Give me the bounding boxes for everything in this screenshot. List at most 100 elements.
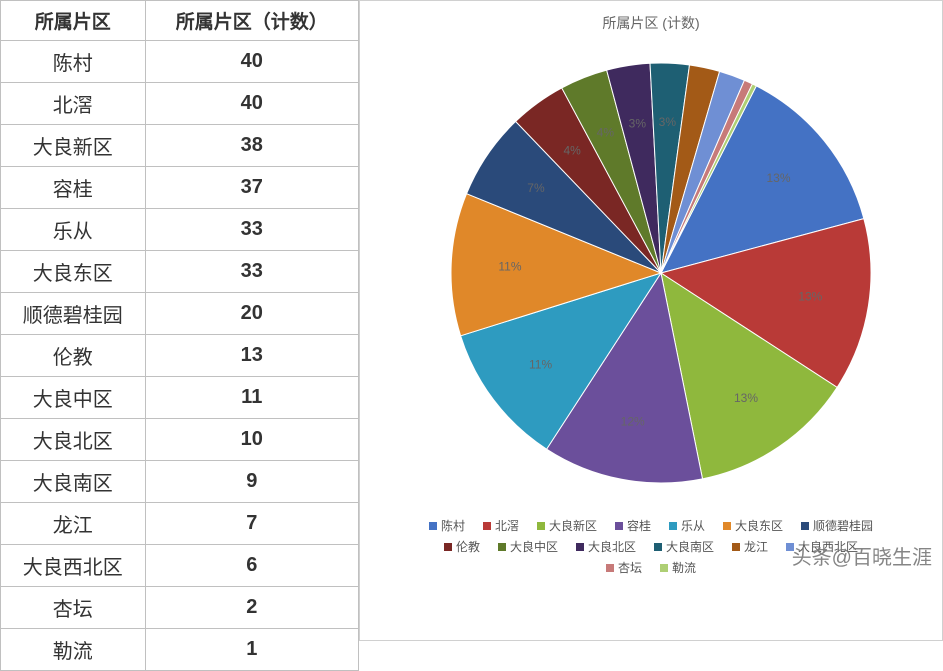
table-row: 陈村40: [1, 41, 359, 83]
table-cell-value: 37: [145, 167, 358, 209]
table-cell-label: 大良东区: [1, 251, 146, 293]
table-cell-label: 顺德碧桂园: [1, 293, 146, 335]
table-cell-label: 容桂: [1, 167, 146, 209]
slice-percent-label: 13%: [766, 171, 790, 185]
legend-swatch: [576, 543, 584, 551]
table-cell-value: 13: [145, 335, 358, 377]
table-cell-label: 大良中区: [1, 377, 146, 419]
legend-swatch: [654, 543, 662, 551]
table-row: 大良新区38: [1, 125, 359, 167]
table-cell-value: 7: [145, 503, 358, 545]
table-cell-value: 9: [145, 461, 358, 503]
legend-swatch: [498, 543, 506, 551]
legend-label: 大良南区: [666, 538, 714, 555]
legend-item: 大良新区: [537, 517, 597, 534]
table-cell-value: 38: [145, 125, 358, 167]
table-cell-label: 龙江: [1, 503, 146, 545]
legend-item: 北滘: [483, 517, 519, 534]
table-cell-value: 33: [145, 209, 358, 251]
slice-percent-label: 12%: [621, 415, 645, 429]
legend-swatch: [660, 564, 668, 572]
legend-item: 龙江: [732, 538, 768, 555]
legend-item: 大良北区: [576, 538, 636, 555]
legend-item: 顺德碧桂园: [801, 517, 873, 534]
pie-svg: 13%13%13%12%11%11%7%4%4%3%3%: [361, 33, 941, 513]
legend-label: 北滘: [495, 517, 519, 534]
legend-item: 大良中区: [498, 538, 558, 555]
table-cell-label: 大良西北区: [1, 545, 146, 587]
legend-item: 乐从: [669, 517, 705, 534]
table-cell-value: 1: [145, 629, 358, 671]
legend-swatch: [606, 564, 614, 572]
slice-percent-label: 7%: [527, 181, 545, 195]
chart-panel: 所属片区 (计数) 13%13%13%12%11%11%7%4%4%3%3% 陈…: [360, 0, 943, 641]
table-header-count: 所属片区（计数）: [145, 1, 358, 41]
table-cell-label: 杏坛: [1, 587, 146, 629]
legend-swatch: [537, 522, 545, 530]
legend-label: 大良新区: [549, 517, 597, 534]
legend-label: 顺德碧桂园: [813, 517, 873, 534]
table-cell-value: 6: [145, 545, 358, 587]
table-cell-label: 大良北区: [1, 419, 146, 461]
legend-label: 大良北区: [588, 538, 636, 555]
legend-swatch: [732, 543, 740, 551]
slice-percent-label: 13%: [798, 290, 822, 304]
chart-title: 所属片区 (计数): [360, 13, 942, 33]
legend-label: 陈村: [441, 517, 465, 534]
legend-item: 大良南区: [654, 538, 714, 555]
legend-label: 大良东区: [735, 517, 783, 534]
legend-label: 容桂: [627, 517, 651, 534]
legend-swatch: [444, 543, 452, 551]
table-row: 龙江7: [1, 503, 359, 545]
legend-label: 乐从: [681, 517, 705, 534]
table-row: 杏坛2: [1, 587, 359, 629]
legend-swatch: [615, 522, 623, 530]
legend-label: 大良中区: [510, 538, 558, 555]
table-row: 乐从33: [1, 209, 359, 251]
legend-item: 容桂: [615, 517, 651, 534]
chart-legend: 陈村 北滘 大良新区 容桂 乐从 大良东区 顺德碧桂园伦教 大良中区 大良北区 大良南区 龙江 大良西…: [360, 513, 942, 586]
table-row: 大良中区11: [1, 377, 359, 419]
table-row: 大良南区9: [1, 461, 359, 503]
legend-swatch: [669, 522, 677, 530]
legend-label: 伦教: [456, 538, 480, 555]
legend-swatch: [429, 522, 437, 530]
slice-percent-label: 4%: [563, 144, 581, 158]
slice-percent-label: 11%: [498, 260, 521, 274]
table-row: 大良北区10: [1, 419, 359, 461]
slice-percent-label: 13%: [734, 391, 758, 405]
table-cell-value: 20: [145, 293, 358, 335]
table-cell-value: 40: [145, 41, 358, 83]
pie-chart: 13%13%13%12%11%11%7%4%4%3%3%: [360, 33, 942, 513]
table-header-region: 所属片区: [1, 1, 146, 41]
table-row: 北滘40: [1, 83, 359, 125]
table-row: 伦教13: [1, 335, 359, 377]
slice-percent-label: 3%: [659, 115, 677, 129]
slice-percent-label: 11%: [529, 357, 552, 371]
legend-label: 大良西北区: [798, 538, 858, 555]
table-cell-value: 33: [145, 251, 358, 293]
legend-swatch: [801, 522, 809, 530]
legend-swatch: [483, 522, 491, 530]
legend-label: 龙江: [744, 538, 768, 555]
legend-item: 大良东区: [723, 517, 783, 534]
legend-item: 大良西北区: [786, 538, 858, 555]
table-cell-label: 勒流: [1, 629, 146, 671]
table-cell-value: 11: [145, 377, 358, 419]
table-cell-label: 北滘: [1, 83, 146, 125]
table-cell-value: 40: [145, 83, 358, 125]
legend-label: 勒流: [672, 559, 696, 576]
table-row: 容桂37: [1, 167, 359, 209]
table-row: 大良东区33: [1, 251, 359, 293]
table-cell-value: 2: [145, 587, 358, 629]
table-cell-label: 大良新区: [1, 125, 146, 167]
table-row: 勒流1: [1, 629, 359, 671]
table-cell-label: 乐从: [1, 209, 146, 251]
table-cell-label: 伦教: [1, 335, 146, 377]
table-cell-value: 10: [145, 419, 358, 461]
legend-item: 伦教: [444, 538, 480, 555]
slice-percent-label: 4%: [597, 125, 615, 139]
table-row: 顺德碧桂园20: [1, 293, 359, 335]
legend-swatch: [723, 522, 731, 530]
legend-item: 杏坛: [606, 559, 642, 576]
